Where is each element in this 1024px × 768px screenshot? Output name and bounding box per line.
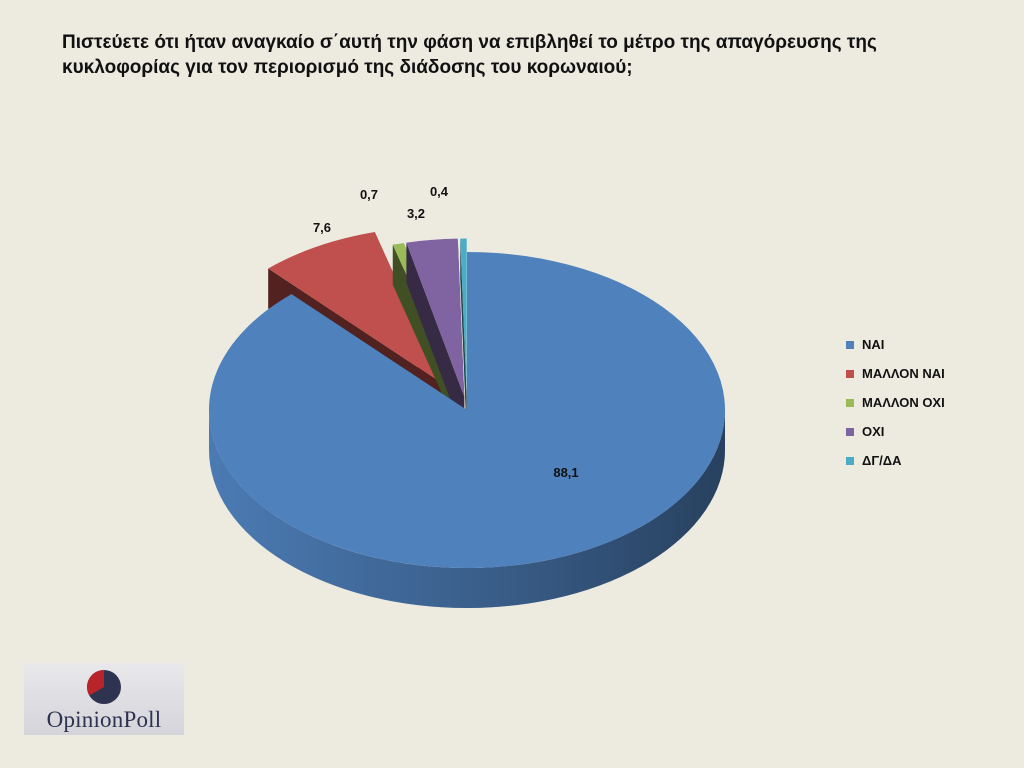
data-label-1: 7,6 xyxy=(313,220,331,235)
legend-item-2: ΜΑΛΛΟΝ ΟΧΙ xyxy=(846,388,945,417)
legend-swatch xyxy=(846,456,854,465)
pie-slice-top xyxy=(209,252,726,568)
logo-circle-icon xyxy=(87,670,121,704)
pie-slice-wall xyxy=(460,238,467,437)
pie-slice-top xyxy=(406,238,465,397)
opinionpoll-logo: OpinionPoll xyxy=(24,663,184,735)
legend-label: ΔΓ/ΔΑ xyxy=(862,453,902,468)
legend-label: ΜΑΛΛΟΝ ΝΑΙ xyxy=(862,366,945,381)
legend-item-3: ΟΧΙ xyxy=(846,417,945,446)
legend-swatch xyxy=(846,398,854,407)
pie-slice-side-shade xyxy=(209,410,725,608)
logo-text: OpinionPoll xyxy=(46,707,162,732)
pie-slice-top xyxy=(460,238,467,397)
data-label-3: 3,2 xyxy=(407,206,425,221)
legend-item-0: ΝΑΙ xyxy=(846,330,945,359)
legend-item-4: ΔΓ/ΔΑ xyxy=(846,446,945,475)
pie-slice-wall xyxy=(406,242,465,437)
legend-swatch xyxy=(846,369,854,378)
pie-slice-4 xyxy=(460,238,467,437)
legend-label: ΜΑΛΛΟΝ ΟΧΙ xyxy=(862,395,945,410)
data-label-0: 88,1 xyxy=(553,465,578,480)
data-label-2: 0,7 xyxy=(360,187,378,202)
pie-slice-0 xyxy=(209,252,726,608)
legend-swatch xyxy=(846,340,854,349)
legend-label: ΝΑΙ xyxy=(862,337,885,352)
legend-swatch xyxy=(846,427,854,436)
data-label-4: 0,4 xyxy=(430,184,449,199)
pie-slice-top xyxy=(268,232,444,385)
legend-label: ΟΧΙ xyxy=(862,424,885,439)
pie-slice-3 xyxy=(406,238,465,437)
legend-item-1: ΜΑΛΛΟΝ ΝΑΙ xyxy=(846,359,945,388)
chart-title: Πιστεύετε ότι ήταν αναγκαίο σ΄αυτή την φ… xyxy=(62,32,877,78)
chart-legend: ΝΑΙ ΜΑΛΛΟΝ ΝΑΙ ΜΑΛΛΟΝ ΟΧΙ ΟΧΙ ΔΓ/ΔΑ xyxy=(846,330,945,475)
